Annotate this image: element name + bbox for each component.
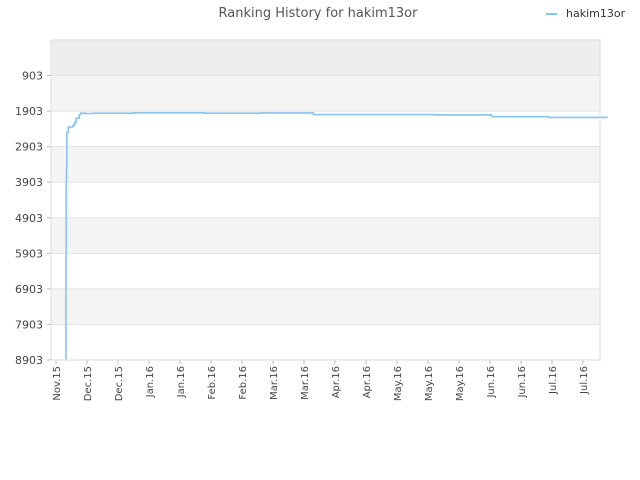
x-tick-label: Jul.16: [579, 366, 590, 395]
x-tick-label: Mar.16: [300, 366, 311, 400]
y-tick-label: 5903: [15, 247, 43, 260]
x-tick-label: May.16: [393, 366, 404, 401]
y-tick-label: 3903: [15, 176, 43, 189]
x-tick-label: Mar.16: [269, 366, 280, 400]
plot-border: [50, 39, 601, 361]
plot-band: [51, 146, 600, 183]
x-tick-label: May.16: [455, 366, 466, 401]
x-tick-label: May.16: [424, 366, 435, 401]
x-tick-label: Jan.16: [145, 366, 156, 398]
plot-band: [51, 253, 600, 289]
y-tick-label: 4903: [15, 212, 43, 225]
x-tick-label: Apr.16: [331, 366, 342, 398]
x-tick-label: Jun.16: [517, 366, 528, 399]
y-tick-label: 903: [22, 70, 43, 83]
series-line-hakim13or: [65, 111, 608, 360]
y-tick-label: 1903: [15, 105, 43, 118]
chart-title: Ranking History for hakim13or: [219, 6, 419, 21]
plot-band: [51, 288, 600, 325]
x-tick-label: Dec.15: [83, 366, 94, 401]
plot-band: [51, 217, 600, 254]
y-tick-label: 8903: [15, 354, 43, 367]
x-axis-ticks: Nov.15 Dec.15 Dec.15 Jan.16 Jan.16 Feb.16 Feb.…: [52, 360, 590, 401]
plot-band: [51, 40, 600, 76]
x-tick-label: Jun.16: [486, 366, 497, 399]
x-tick-label: Feb.16: [238, 366, 249, 400]
x-tick-label: Jul.16: [548, 366, 559, 395]
x-tick-label: Apr.16: [362, 366, 373, 398]
x-tick-label: Dec.15: [114, 366, 125, 401]
plot-band: [51, 324, 600, 360]
y-axis-ticks: 903 1903 2903 3903 4903 5903 6903 7903 8903: [15, 70, 51, 367]
plot-band: [51, 182, 600, 218]
legend-label-hakim13or: hakim13or: [566, 7, 626, 20]
x-tick-label: Feb.16: [207, 366, 218, 400]
plot-background: [51, 40, 600, 360]
series-layer: [65, 111, 608, 360]
chart-legend: hakim13or: [546, 7, 626, 20]
y-tick-label: 7903: [15, 318, 43, 331]
y-tick-label: 2903: [15, 141, 43, 154]
x-tick-label: Jan.16: [176, 366, 187, 398]
plot-band: [51, 75, 600, 112]
x-tick-label: Nov.15: [52, 366, 63, 401]
y-tick-label: 6903: [15, 283, 43, 296]
